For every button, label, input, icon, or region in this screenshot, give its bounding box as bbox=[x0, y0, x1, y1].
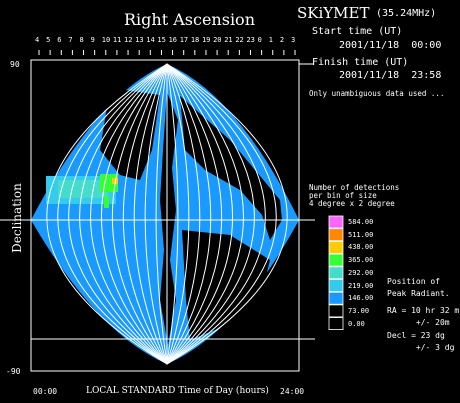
ra-tick-label: 9 bbox=[90, 36, 95, 44]
legend-swatch bbox=[328, 215, 344, 229]
ra-tick-label: 7 bbox=[68, 36, 73, 44]
ra-tick-label: 16 bbox=[168, 36, 177, 44]
legend-swatch bbox=[328, 228, 344, 242]
legend-swatch bbox=[328, 304, 344, 318]
legend-swatch bbox=[328, 279, 344, 292]
meridian-line bbox=[100, 63, 168, 365]
legend-label: 219.00 bbox=[348, 281, 374, 290]
meridian-line bbox=[57, 63, 168, 365]
meridian-line bbox=[68, 63, 168, 365]
meridian-line bbox=[144, 63, 168, 365]
finish-time-label: Finish time (UT) bbox=[312, 57, 409, 68]
ra-tick-label: 0 bbox=[257, 36, 262, 44]
legend-swatch bbox=[328, 317, 344, 331]
meridian-line bbox=[46, 63, 168, 365]
ra-tick-label: 1 bbox=[268, 36, 273, 44]
meridian-line bbox=[122, 63, 168, 365]
ra-tick-label: 20 bbox=[213, 36, 222, 44]
ra-tick-label: 3 bbox=[291, 36, 296, 44]
start-time-value: 2001/11/18 00:00 bbox=[339, 40, 442, 51]
peak-dec: Decl = 23 dg +/- 3 dg bbox=[387, 331, 455, 352]
meridian-line bbox=[155, 63, 168, 365]
meridian-line bbox=[166, 63, 179, 365]
legend-label: 438.00 bbox=[348, 243, 374, 252]
ra-tick-label: 5 bbox=[46, 36, 51, 44]
ra-tick-label: 13 bbox=[135, 36, 144, 44]
plot-frame bbox=[30, 59, 300, 372]
data-note: Only unambiguous data used ... bbox=[309, 89, 445, 98]
x-axis-left-label: 00:00 bbox=[33, 387, 58, 396]
ra-meridian-lines bbox=[46, 63, 288, 365]
ra-tick-label: 15 bbox=[157, 36, 166, 44]
chart-title: Right Ascension bbox=[124, 10, 255, 29]
ra-tick-label: 6 bbox=[57, 36, 62, 44]
y-axis-label: Declination bbox=[10, 183, 24, 253]
brand-label: SKiYMET bbox=[297, 4, 370, 22]
frequency-label: (35.24MHz) bbox=[376, 8, 437, 19]
y-axis-top-label: 90 bbox=[10, 60, 20, 69]
meridian-line bbox=[166, 63, 277, 365]
legend-swatch bbox=[328, 240, 344, 254]
meridian-line bbox=[166, 63, 201, 365]
meridian-line bbox=[166, 63, 212, 365]
ra-tick-label: 12 bbox=[124, 36, 133, 44]
legend-label: 146.00 bbox=[348, 294, 374, 303]
meridian-line bbox=[166, 63, 222, 365]
peak-ra: RA = 10 hr 32 m +/- 20m bbox=[387, 306, 460, 327]
ra-tick-label: 18 bbox=[190, 36, 200, 44]
legend-label: 292.00 bbox=[348, 268, 374, 277]
legend-label: 584.00 bbox=[348, 218, 374, 226]
start-time-label: Start time (UT) bbox=[312, 26, 403, 37]
finish-time-value: 2001/11/18 23:58 bbox=[339, 70, 442, 81]
legend-color-scale bbox=[328, 215, 344, 331]
meridian-line bbox=[166, 63, 266, 365]
legend-label: 511.00 bbox=[348, 230, 374, 239]
ra-tick-label: 2 bbox=[279, 36, 285, 44]
ra-tick-label: 10 bbox=[101, 36, 111, 44]
meridian-line bbox=[166, 63, 244, 365]
legend-swatch bbox=[328, 291, 344, 305]
ra-tick-marks bbox=[38, 50, 296, 55]
legend-swatch bbox=[328, 253, 344, 267]
meridian-line bbox=[166, 63, 190, 365]
legend-label: 0.00 bbox=[348, 319, 365, 328]
meridian-line bbox=[166, 63, 288, 365]
meridian-line bbox=[166, 63, 255, 365]
ra-tick-label: 4 bbox=[35, 36, 40, 44]
legend-label: 73.00 bbox=[348, 306, 370, 315]
y-axis-bottom-label: -90 bbox=[6, 367, 21, 376]
meridian-line bbox=[166, 63, 234, 365]
x-axis-right-label: 24:00 bbox=[280, 387, 305, 396]
x-axis-label: LOCAL STANDARD Time of Day (hours) bbox=[86, 386, 269, 396]
legend-label: 365.00 bbox=[348, 256, 374, 265]
hotspot-4 bbox=[104, 196, 109, 208]
ra-tick-label: 14 bbox=[146, 36, 155, 44]
peak-title: Position of Peak Radiant. bbox=[387, 277, 450, 298]
gap-region-0 bbox=[160, 92, 178, 345]
meridian-line bbox=[133, 63, 168, 365]
meridian-line bbox=[90, 63, 168, 365]
ra-tick-label: 8 bbox=[79, 36, 84, 44]
ra-tick-label: 19 bbox=[201, 36, 211, 44]
ra-tick-label: 21 bbox=[224, 36, 233, 44]
legend-caption: Number of detections per bin of size 4 d… bbox=[309, 183, 400, 208]
legend-swatch bbox=[328, 266, 344, 280]
ra-tick-label: 22 bbox=[235, 36, 244, 44]
ra-tick-label: 17 bbox=[179, 36, 189, 44]
ra-tick-label: 11 bbox=[112, 36, 122, 44]
gap-region-1 bbox=[180, 96, 282, 240]
ra-tick-label: 23 bbox=[246, 36, 255, 44]
meridian-line bbox=[79, 63, 168, 365]
meridian-line bbox=[112, 63, 168, 365]
